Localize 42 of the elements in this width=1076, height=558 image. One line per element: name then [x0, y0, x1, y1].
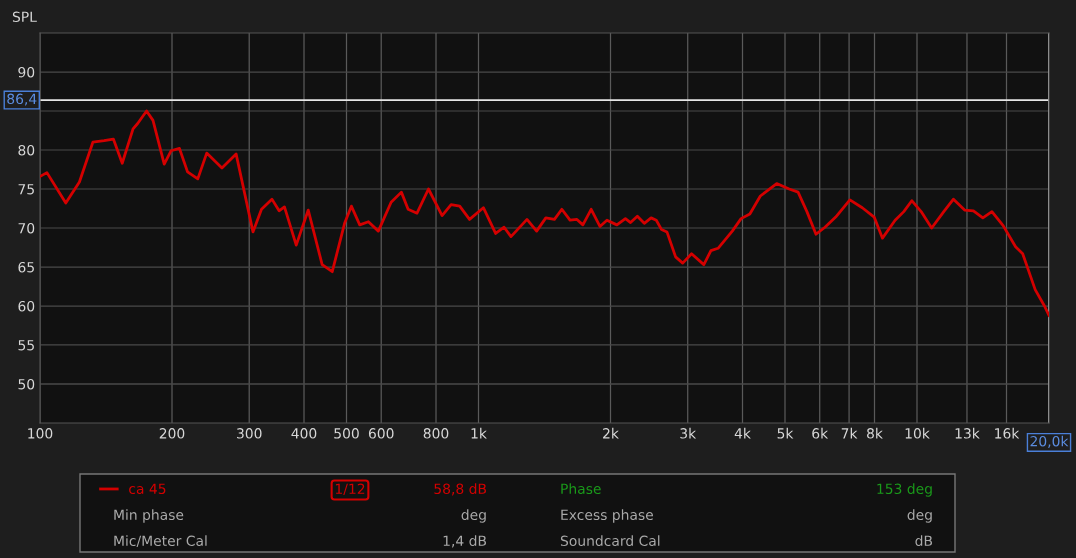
text: deg [907, 509, 932, 523]
y-tick-label: 65 [18, 261, 34, 273]
ref-line-label: 86,4 [7, 93, 37, 106]
y-tick-label: 80 [18, 144, 35, 156]
text: dB [915, 535, 933, 547]
x-tick-label: 500 [334, 428, 359, 439]
x-tick-label: 1k [471, 427, 487, 439]
x-tick-label: 2k [603, 427, 619, 439]
x-tick-label: 800 [423, 428, 449, 439]
x-tick-label: 100 [28, 428, 53, 439]
x-tick-label: 8k [867, 427, 883, 439]
text: 1,4 dB [443, 535, 487, 548]
y-tick-label: 75 [18, 184, 34, 195]
y-tick-label: 50 [18, 378, 35, 390]
text: 1/12 [335, 483, 365, 496]
text: Min phase [114, 509, 184, 523]
legend-label: ca 45 [129, 483, 166, 495]
x-tick-label: 6k [812, 427, 829, 439]
x-tick-label: 4k [734, 427, 751, 439]
x-tick-label: 400 [291, 428, 317, 439]
y-tick-label: 90 [18, 66, 35, 78]
x-tick-label: 300 [237, 428, 262, 439]
x-tick-label: 7k [841, 427, 858, 439]
x-tick-label: 200 [159, 428, 185, 439]
x-tick-label: 3k [680, 427, 697, 439]
text: Soundcard Cal [560, 535, 660, 547]
text: 153 deg [877, 483, 932, 497]
text: Excess phase [561, 509, 653, 523]
text: Phase [561, 483, 601, 495]
y-tick-label: 60 [18, 300, 35, 312]
text: deg [461, 509, 486, 523]
x-tick-label: 16k [995, 427, 1020, 439]
x-tick-label: 10k [905, 427, 930, 439]
y-tick-label: 55 [18, 340, 34, 351]
x-tick-label: 13k [955, 427, 980, 439]
y-tick-label: 70 [18, 222, 35, 234]
text: 58,8 dB [434, 483, 487, 496]
ref-line-label: 20,0k [1030, 435, 1069, 448]
text: Mic/Meter Cal [114, 535, 207, 548]
x-tick-label: 5k [777, 427, 794, 439]
y-axis-title: SPL [12, 11, 37, 23]
x-tick-label: 600 [368, 428, 394, 439]
